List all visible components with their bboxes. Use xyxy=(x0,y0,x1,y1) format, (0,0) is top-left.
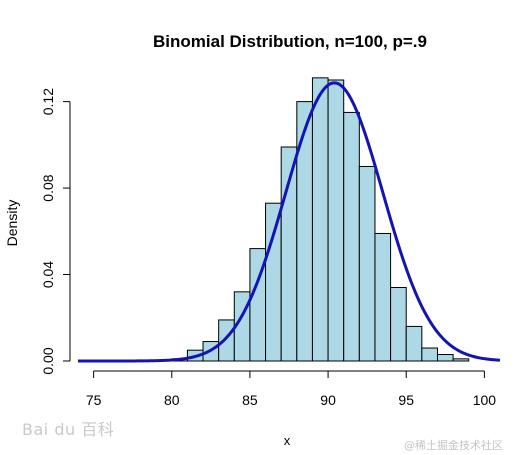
y-tick-label: 0.12 xyxy=(40,88,56,115)
histogram-bar xyxy=(436,354,454,362)
x-tick-label: 80 xyxy=(164,392,180,408)
histogram-bar xyxy=(296,101,313,362)
x-axis: 75 80 85 90 95 100 xyxy=(86,370,497,408)
histogram-bar xyxy=(358,165,376,362)
histogram-bar xyxy=(374,232,392,362)
x-tick-label: 75 xyxy=(86,392,102,408)
x-tick-label: 95 xyxy=(398,392,414,408)
density-curve-layer xyxy=(78,81,501,363)
histogram-bar xyxy=(405,325,423,362)
histogram-bar xyxy=(452,358,470,362)
x-tick-label: 100 xyxy=(473,392,497,408)
chart-title: Binomial Distribution, n=100, p=.9 xyxy=(153,32,427,51)
histogram-bar xyxy=(265,202,282,362)
histogram-bar xyxy=(390,287,407,362)
histogram-bars xyxy=(171,77,470,362)
baidu-watermark: Bai du 百科 xyxy=(22,420,115,439)
x-tick-label: 85 xyxy=(242,392,258,408)
y-tick-label: 0.04 xyxy=(40,261,56,288)
y-tick-label: 0.08 xyxy=(40,174,56,201)
histogram-bar xyxy=(311,77,329,362)
y-axis: 0.00 0.04 0.08 0.12 xyxy=(40,88,71,375)
histogram-bar xyxy=(327,79,345,362)
y-axis-label: Density xyxy=(4,200,20,247)
histogram-bar xyxy=(421,347,438,362)
x-axis-label: x xyxy=(284,433,291,448)
juejin-watermark: @稀土掘金技术社区 xyxy=(404,439,503,452)
histogram-bar xyxy=(343,111,360,362)
histogram-bar xyxy=(218,319,235,362)
y-tick-label: 0.00 xyxy=(40,347,56,374)
x-tick-label: 90 xyxy=(320,392,336,408)
density-curve xyxy=(78,81,501,363)
